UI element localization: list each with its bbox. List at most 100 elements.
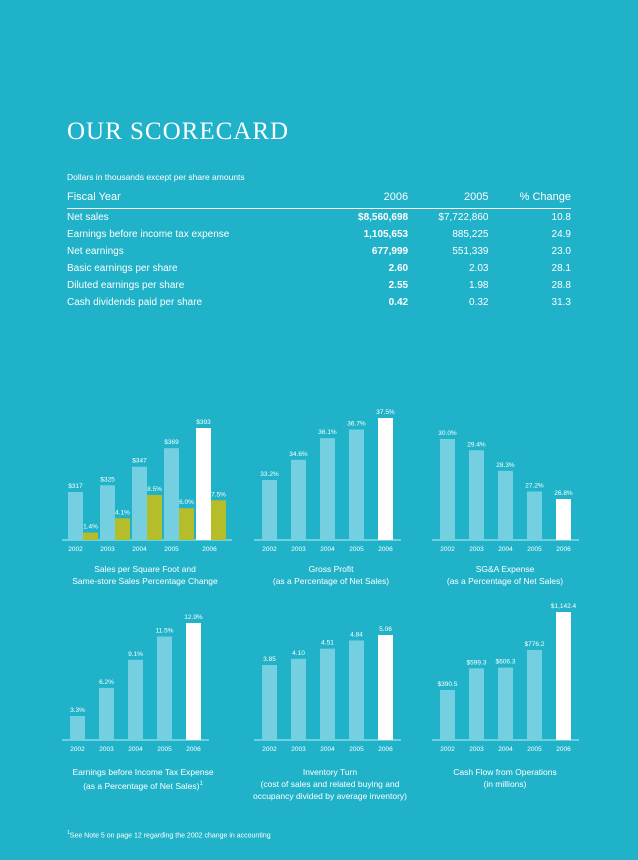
bar-sales-2003	[100, 485, 115, 540]
chart-gross-profit: 33.2% 2002 34.6% 2003 36.1% 2004 36.7% 2005 37.5…	[252, 400, 432, 560]
tick-label-2006: 2006	[378, 546, 393, 553]
footnote: 1See Note 5 on page 12 regarding the 200…	[67, 830, 271, 839]
bar-2002	[440, 690, 455, 740]
caption-marker: 1	[199, 781, 203, 787]
caption-subtitle: (cost of sales and related buying and	[260, 779, 400, 789]
bar-2005	[349, 429, 364, 540]
tick-label-2002: 2002	[70, 746, 85, 753]
cell-2006: 1,105,653	[363, 229, 409, 240]
scorecard-table: Fiscal Year 2006 2005 % Change Net sales…	[67, 189, 571, 311]
cell-2006: 2.60	[388, 263, 409, 274]
data-label-2005: 4.84	[350, 631, 363, 638]
bar-2003	[291, 658, 306, 740]
bar-comp-2003	[115, 518, 130, 540]
data-label-2004: 4.51	[321, 640, 334, 647]
tick-label-2005: 2005	[527, 746, 542, 753]
cell-2005: 551,339	[452, 246, 489, 257]
header-change: % Change	[488, 189, 571, 209]
tick-label-2005: 2005	[349, 546, 364, 553]
row-label: Diluted earnings per share	[67, 280, 185, 291]
data-label-2006: 12.9%	[184, 614, 203, 621]
caption-subtitle: (as a Percentage of Net Sales)	[446, 576, 564, 586]
data-label-comp-2006: 7.5%	[211, 491, 226, 498]
bar-sales-2002	[68, 492, 83, 540]
table-row: Net earnings 677,999 551,339 23.0	[67, 243, 571, 260]
chart-svg: 3.85 2002 4.10 2003 4.51 2004 4.84 2005 5.06 2006	[254, 626, 401, 753]
table-row: Cash dividends paid per share 0.42 0.32 31.…	[67, 294, 571, 311]
tick-label-2003: 2003	[291, 746, 306, 753]
table-row: Earnings before income tax expense 1,105,…	[67, 226, 571, 243]
tick-label-2003: 2003	[291, 546, 306, 553]
data-label-2004: 36.1%	[318, 429, 337, 436]
chart-inventory-turn: 3.85 2002 4.10 2003 4.51 2004 4.84 2005 5.06 2006	[252, 600, 432, 760]
cell-2005: 885,225	[452, 229, 489, 240]
data-label-2002: 30.0%	[438, 430, 457, 437]
row-label: Cash dividends paid per share	[67, 297, 203, 308]
caption-title: Earnings before Income Tax Expense	[72, 767, 214, 777]
cell-2006: 2.55	[388, 280, 409, 291]
caption-gross-profit: Gross Profit (as a Percentage of Net Sal…	[246, 563, 416, 587]
data-label-2006: 26.8%	[554, 490, 573, 497]
bar-2005	[349, 640, 364, 740]
bar-2005	[527, 649, 542, 740]
bar-comp-2004	[147, 494, 162, 540]
data-label-2005: 27.2%	[525, 483, 544, 490]
caption-cash-flow: Cash Flow from Operations (in millions)	[420, 766, 590, 790]
data-label-2006: 37.5%	[376, 409, 395, 416]
header-2005: 2005	[408, 189, 489, 209]
cell-change: 28.1	[551, 263, 571, 274]
bar-sales-2004	[132, 466, 147, 540]
cell-2006: 0.42	[388, 297, 409, 308]
data-label-2005: $776.2	[525, 641, 545, 648]
cell-2005: 2.03	[469, 263, 489, 274]
footnote-text: See Note 5 on page 12 regarding the 2002…	[69, 832, 271, 840]
data-label-sales-2004: $347	[132, 458, 147, 465]
data-label-comp-2002: 1.4%	[83, 524, 98, 531]
tick-label-2005: 2005	[349, 746, 364, 753]
data-label-2002: 3.3%	[70, 707, 85, 714]
chart-svg: 33.2% 2002 34.6% 2003 36.1% 2004 36.7% 2005 37.5…	[254, 409, 401, 553]
tick-label-2006: 2006	[378, 746, 393, 753]
caption-title: Cash Flow from Operations	[453, 767, 557, 777]
data-label-sales-2003: $325	[100, 476, 115, 483]
cell-2006: 677,999	[371, 246, 409, 257]
data-label-2006: 5.06	[379, 626, 392, 633]
caption-subtitle: Same-store Sales Percentage Change	[72, 576, 218, 586]
cell-change: 28.8	[551, 280, 571, 291]
data-label-2002: $390.5	[438, 681, 458, 688]
tick-label-2003: 2003	[100, 546, 115, 553]
bar-2006	[378, 635, 393, 740]
bar-2006	[186, 623, 201, 740]
bar-2003	[469, 450, 484, 540]
chart-cash-flow: $390.5 2002 $599.3 2003 $606.3 2004 $776.2 2005…	[430, 600, 610, 760]
data-label-2005: 36.7%	[347, 421, 366, 428]
caption-title: Inventory Turn	[302, 767, 358, 777]
data-label-2004: 9.1%	[128, 651, 143, 658]
caption-sga: SG&A Expense (as a Percentage of Net Sal…	[420, 563, 590, 587]
cell-change: 10.8	[551, 212, 571, 223]
data-label-comp-2004: 8.5%	[147, 486, 162, 493]
bar-2004	[498, 667, 513, 740]
cell-change: 23.0	[551, 246, 571, 257]
bar-sales-2006	[196, 428, 211, 540]
tick-label-2004: 2004	[320, 546, 335, 553]
bar-2004	[498, 470, 513, 540]
bar-2003	[99, 687, 114, 740]
tick-label-2002: 2002	[262, 546, 277, 553]
caption-subtitle-2: occupancy divided by average inventory)	[252, 791, 408, 801]
caption-title: Gross Profit	[308, 564, 354, 574]
tick-label-2005: 2005	[157, 746, 172, 753]
data-label-sales-2002: $317	[68, 483, 83, 490]
row-label: Earnings before income tax expense	[67, 229, 230, 240]
bar-2006	[556, 499, 571, 540]
data-label-2005: 11.5%	[156, 628, 174, 635]
table-row: Basic earnings per share 2.60 2.03 28.1	[67, 260, 571, 277]
tick-label-2005: 2005	[527, 546, 542, 553]
row-label: Net sales	[67, 212, 109, 223]
chart-svg: 30.0% 2002 29.4% 2003 28.3% 2004 27.2% 2005 26.8…	[432, 430, 579, 553]
tick-label-2002: 2002	[440, 746, 455, 753]
page-title: OUR SCORECARD	[67, 118, 290, 145]
tick-label-2006: 2006	[202, 546, 217, 553]
cell-2006: $8,560,698	[358, 212, 409, 223]
tick-label-2004: 2004	[320, 746, 335, 753]
